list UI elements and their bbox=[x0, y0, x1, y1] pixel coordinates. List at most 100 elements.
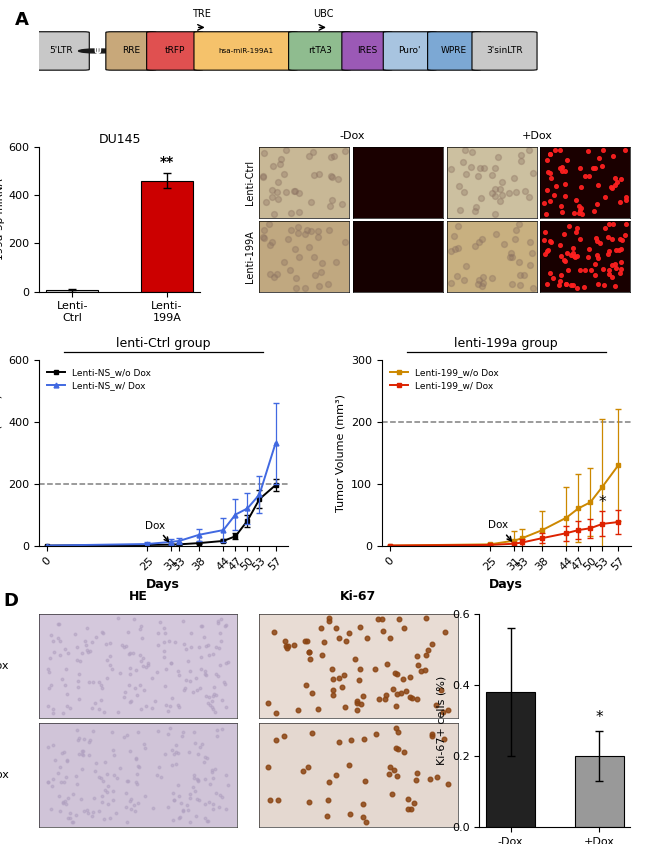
Point bbox=[292, 226, 303, 240]
Lenti-NS_w/o Dox bbox=[231, 531, 239, 541]
Point bbox=[615, 232, 625, 246]
Point bbox=[166, 657, 176, 670]
Point bbox=[211, 688, 222, 701]
Point bbox=[167, 758, 177, 771]
Point bbox=[439, 732, 449, 745]
Point bbox=[392, 687, 402, 701]
Point bbox=[272, 185, 283, 198]
Point bbox=[97, 625, 107, 639]
Legend: Lenti-199_w/o Dox, Lenti-199_w/ Dox: Lenti-199_w/o Dox, Lenti-199_w/ Dox bbox=[387, 365, 502, 394]
Point bbox=[302, 635, 313, 648]
Point bbox=[292, 703, 303, 717]
Point bbox=[119, 730, 129, 744]
Point bbox=[81, 803, 92, 817]
Point bbox=[155, 615, 165, 629]
Point bbox=[136, 654, 146, 668]
Point bbox=[265, 268, 275, 281]
Point bbox=[96, 795, 107, 809]
Point bbox=[105, 649, 116, 663]
Point bbox=[569, 250, 579, 263]
Point bbox=[545, 194, 555, 208]
X-axis label: Days: Days bbox=[489, 578, 523, 591]
Point bbox=[258, 230, 268, 244]
Point bbox=[101, 671, 112, 684]
Point bbox=[289, 184, 300, 197]
Point bbox=[221, 618, 231, 631]
Text: tRFP: tRFP bbox=[164, 46, 185, 56]
Text: IRES: IRES bbox=[357, 46, 377, 56]
Point bbox=[200, 812, 210, 825]
Point bbox=[436, 683, 446, 696]
Lenti-199_w/ Dox bbox=[575, 525, 582, 535]
Point bbox=[142, 657, 153, 670]
FancyBboxPatch shape bbox=[342, 32, 392, 70]
Point bbox=[382, 657, 392, 670]
Point bbox=[607, 258, 618, 272]
Point bbox=[306, 195, 317, 208]
Point bbox=[460, 143, 470, 157]
Point bbox=[62, 755, 73, 768]
FancyBboxPatch shape bbox=[147, 32, 203, 70]
Point bbox=[88, 724, 98, 738]
Point bbox=[60, 642, 70, 656]
Point bbox=[129, 798, 139, 811]
Point bbox=[134, 760, 144, 774]
Point bbox=[527, 166, 538, 180]
Point bbox=[179, 684, 189, 697]
Point bbox=[541, 183, 552, 197]
Point bbox=[352, 695, 362, 708]
Point bbox=[173, 699, 183, 712]
Point bbox=[269, 208, 280, 221]
Point bbox=[560, 278, 571, 291]
Point bbox=[387, 787, 397, 801]
Point bbox=[545, 166, 556, 180]
Point bbox=[554, 143, 565, 157]
Point bbox=[393, 743, 404, 756]
Point bbox=[406, 690, 417, 704]
Point bbox=[525, 258, 536, 272]
Point bbox=[327, 170, 337, 184]
Point bbox=[98, 774, 108, 787]
Point bbox=[514, 255, 524, 268]
Point bbox=[421, 612, 432, 625]
Point bbox=[551, 180, 562, 193]
Point bbox=[406, 803, 416, 816]
Point bbox=[421, 648, 431, 662]
Point bbox=[177, 730, 187, 744]
Point bbox=[577, 208, 587, 221]
Point bbox=[102, 653, 112, 667]
Point bbox=[120, 685, 131, 699]
Point bbox=[329, 149, 339, 163]
Point bbox=[72, 733, 83, 747]
Point bbox=[610, 279, 620, 293]
Point bbox=[81, 638, 91, 652]
Point bbox=[350, 652, 361, 665]
Point bbox=[53, 789, 64, 803]
Lenti-NS_w/o Dox bbox=[144, 540, 151, 550]
Lenti-199_w/o Dox bbox=[614, 460, 622, 470]
Point bbox=[608, 149, 618, 163]
Point bbox=[58, 795, 68, 809]
Point bbox=[300, 282, 310, 295]
Point bbox=[331, 621, 341, 635]
Point bbox=[604, 263, 614, 277]
Lenti-199_w/ Dox bbox=[510, 538, 518, 549]
Text: 5'LTR: 5'LTR bbox=[49, 46, 73, 56]
Point bbox=[385, 760, 396, 774]
Text: **: ** bbox=[160, 155, 174, 169]
Lenti-199_w/ Dox bbox=[538, 533, 546, 544]
Point bbox=[91, 756, 101, 770]
Point bbox=[547, 271, 558, 284]
Point bbox=[575, 263, 585, 277]
Point bbox=[497, 176, 507, 189]
Point bbox=[177, 804, 188, 818]
Point bbox=[135, 648, 146, 662]
Point bbox=[310, 268, 320, 282]
Point bbox=[116, 638, 127, 652]
Point bbox=[473, 169, 484, 182]
Point bbox=[268, 625, 279, 639]
Point bbox=[138, 659, 149, 673]
Point bbox=[125, 794, 135, 808]
Lenti-NS_w/ Dox bbox=[231, 510, 239, 520]
Point bbox=[88, 675, 98, 689]
